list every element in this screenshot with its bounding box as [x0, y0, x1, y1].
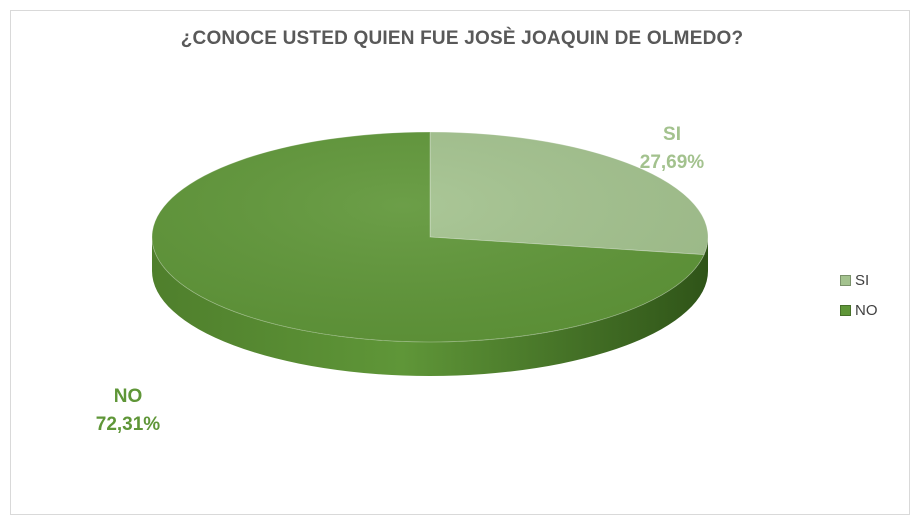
legend: SI NO	[840, 265, 878, 325]
legend-label-si: SI	[855, 271, 870, 289]
data-label-category-si: SI	[663, 124, 681, 145]
legend-swatch-si	[840, 274, 851, 286]
pie-slice-si[interactable]	[429, 131, 709, 256]
data-label-value-no: 72,31%	[96, 414, 161, 435]
data-label-value-si: 27,69%	[640, 152, 705, 173]
legend-item-no: NO	[840, 295, 878, 325]
chart-title: ¿CONOCE USTED QUIEN FUE JOSÈ JOAQUIN DE …	[180, 28, 744, 49]
legend-swatch-no	[840, 304, 851, 316]
data-label-category-no: NO	[114, 386, 143, 407]
legend-item-si: SI	[840, 265, 878, 295]
legend-label-no: NO	[855, 301, 878, 319]
